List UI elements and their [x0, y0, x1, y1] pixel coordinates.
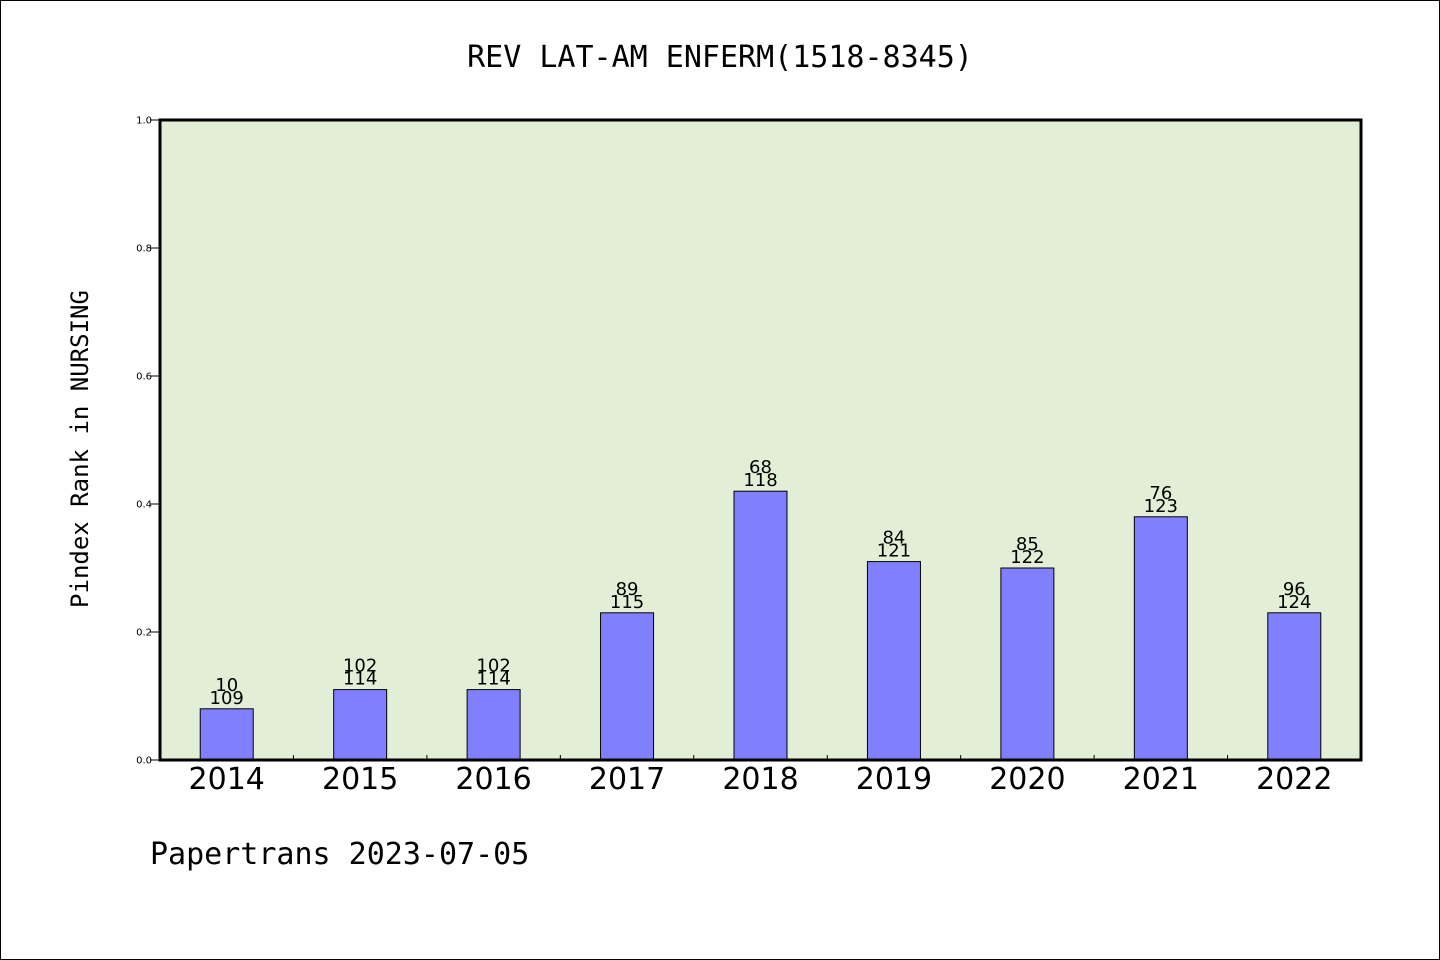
bar-total-label: 109	[210, 688, 244, 709]
bar-total-label: 121	[877, 541, 911, 562]
bar	[466, 689, 521, 761]
x-tick-label: 2020	[989, 762, 1065, 797]
x-tick-label: 2017	[589, 762, 665, 797]
x-axis-ticks: 2014 2015 2016 2017 2018 2019 2020 2021 2022	[189, 755, 1332, 797]
y-tick-label: 0.4	[136, 500, 152, 511]
y-axis-label: Pindex Rank in NURSING	[66, 290, 94, 608]
x-tick-label: 2014	[189, 762, 265, 797]
bar-rank-label: 102	[343, 656, 377, 677]
x-tick-label: 2018	[722, 762, 798, 797]
bar-rank-label: 102	[476, 656, 510, 677]
bar-total-label: 118	[743, 470, 777, 491]
bar	[333, 689, 388, 761]
x-tick-label: 2019	[856, 762, 932, 797]
bar	[1000, 567, 1055, 761]
y-tick-label: 0.0	[136, 756, 152, 767]
y-axis-ticks: 0.0 0.2 0.4 0.6 0.8 1.0	[136, 116, 160, 767]
bar-total-label: 114	[343, 669, 377, 690]
footer-source-date: Papertrans 2023-07-05	[150, 837, 529, 872]
bar-total-label: 114	[476, 669, 510, 690]
bar-rank-label: 85	[1016, 534, 1039, 555]
bar-total-label: 122	[1010, 547, 1044, 568]
y-tick-label: 0.2	[136, 628, 152, 639]
bar-rank-label: 76	[1149, 483, 1172, 504]
bar	[199, 708, 254, 761]
bar	[1267, 612, 1322, 761]
bar-rank-label: 84	[882, 528, 905, 549]
y-tick-label: 0.8	[136, 244, 152, 255]
x-tick-label: 2015	[322, 762, 398, 797]
chart-title: REV LAT-AM ENFERM(1518-8345)	[467, 40, 973, 75]
bar-rank-label: 10	[215, 675, 238, 696]
bars-group	[199, 490, 1322, 761]
bar-rank-label: 96	[1283, 579, 1306, 600]
bar	[733, 490, 788, 761]
plot-border	[158, 118, 1363, 762]
x-tick-label: 2021	[1123, 762, 1199, 797]
bar-rank-label: 68	[749, 457, 772, 478]
x-tick-label: 2016	[455, 762, 531, 797]
y-tick-label: 1.0	[136, 116, 152, 127]
bar-total-label: 124	[1277, 592, 1311, 613]
bar-total-label: 115	[610, 592, 644, 613]
bar	[866, 561, 921, 761]
bar	[600, 612, 655, 761]
bar-total-label: 123	[1144, 496, 1178, 517]
bar-rank-label: 89	[616, 579, 639, 600]
x-tick-label: 2022	[1256, 762, 1332, 797]
bar	[1133, 516, 1188, 761]
y-tick-label: 0.6	[136, 372, 152, 383]
